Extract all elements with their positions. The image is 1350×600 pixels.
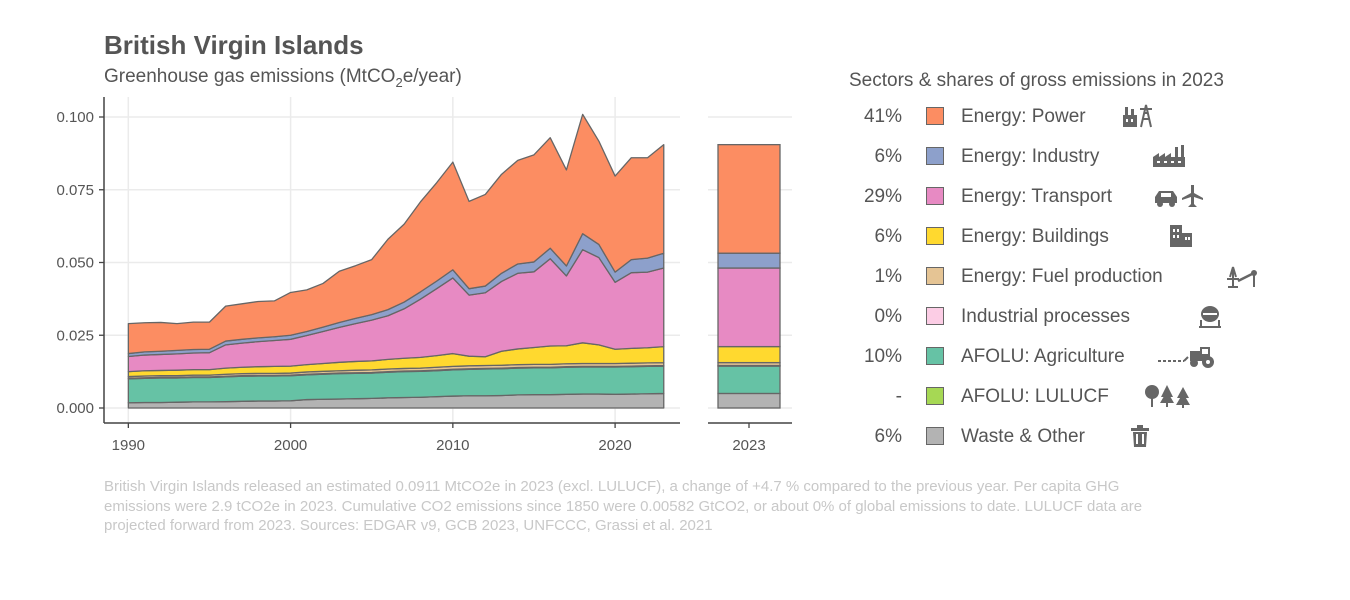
legend-label: Energy: Buildings (961, 226, 1109, 247)
legend-swatch (926, 107, 944, 125)
emissions-chart: 0.000 0.025 0.050 0.075 0.100 1990 2000 2010 202… (56, 97, 792, 454)
chart-title: British Virgin Islands (104, 30, 364, 60)
legend-swatch (926, 387, 944, 405)
y-tick-label: 0.100 (56, 109, 94, 126)
legend-swatch (926, 187, 944, 205)
legend-swatch (926, 147, 944, 165)
car-plane-icon (1153, 183, 1205, 214)
x-tick-label: 2000 (274, 437, 307, 454)
legend-share: 41% (863, 106, 902, 127)
legend-share: 6% (874, 426, 902, 447)
legend-share: 6% (874, 226, 902, 247)
legend-label: Industrial processes (961, 306, 1130, 327)
y-tick-label: 0.025 (56, 327, 94, 344)
legend-title: Sectors & shares of gross emissions in 2… (849, 70, 1224, 91)
legend-swatch (926, 347, 944, 365)
chart-subtitle: Greenhouse gas emissions (MtCO2e/year) (104, 66, 462, 90)
legend-share: 29% (863, 186, 902, 207)
x-tick-label: 2020 (598, 437, 631, 454)
y-tick-label: 0.050 (56, 255, 94, 272)
x-tick-label: 1990 (112, 437, 145, 454)
x-tick-label: 2010 (436, 437, 469, 454)
factory-icon (1151, 143, 1187, 174)
legend-swatch (926, 427, 944, 445)
buildings-icon (1166, 223, 1196, 254)
legend-share: - (895, 386, 902, 407)
legend-swatch (926, 227, 944, 245)
bar-segment-energy-buildings (717, 345, 781, 364)
legend-share: 10% (863, 346, 902, 367)
legend-label: AFOLU: LULUCF (961, 386, 1109, 407)
chart-caption: British Virgin Islands released an estim… (104, 478, 1143, 534)
y-tick-label: 0.000 (56, 400, 94, 417)
legend-label: Energy: Power (961, 106, 1086, 127)
cement-mixer-icon (1195, 303, 1225, 334)
legend-share: 0% (874, 306, 902, 327)
legend-label: Energy: Industry (961, 146, 1100, 167)
bar-segment-energy-industry (717, 252, 781, 269)
legend-label: Energy: Transport (961, 186, 1113, 207)
bar-tick-label: 2023 (732, 437, 765, 454)
tractor-icon (1156, 343, 1218, 374)
legend-share: 1% (874, 266, 902, 287)
area-energy-power (127, 113, 665, 355)
y-tick-label: 0.075 (56, 182, 94, 199)
trees-icon (1143, 383, 1193, 414)
bar-segment-afolu-agriculture (717, 365, 781, 395)
legend-swatch (926, 267, 944, 285)
legend-label: Energy: Fuel production (961, 266, 1163, 287)
legend-swatch (926, 307, 944, 325)
legend-label: Waste & Other (961, 426, 1085, 447)
bar-segment-waste-other (717, 392, 781, 409)
bar-segment-energy-transport (717, 267, 781, 348)
power-plant-icon (1121, 103, 1157, 134)
trash-icon (1127, 423, 1153, 454)
legend-label: AFOLU: Agriculture (961, 346, 1125, 367)
oil-rig-icon (1224, 263, 1260, 294)
bar-segment-energy-power (717, 143, 781, 254)
legend-share: 6% (874, 146, 902, 167)
